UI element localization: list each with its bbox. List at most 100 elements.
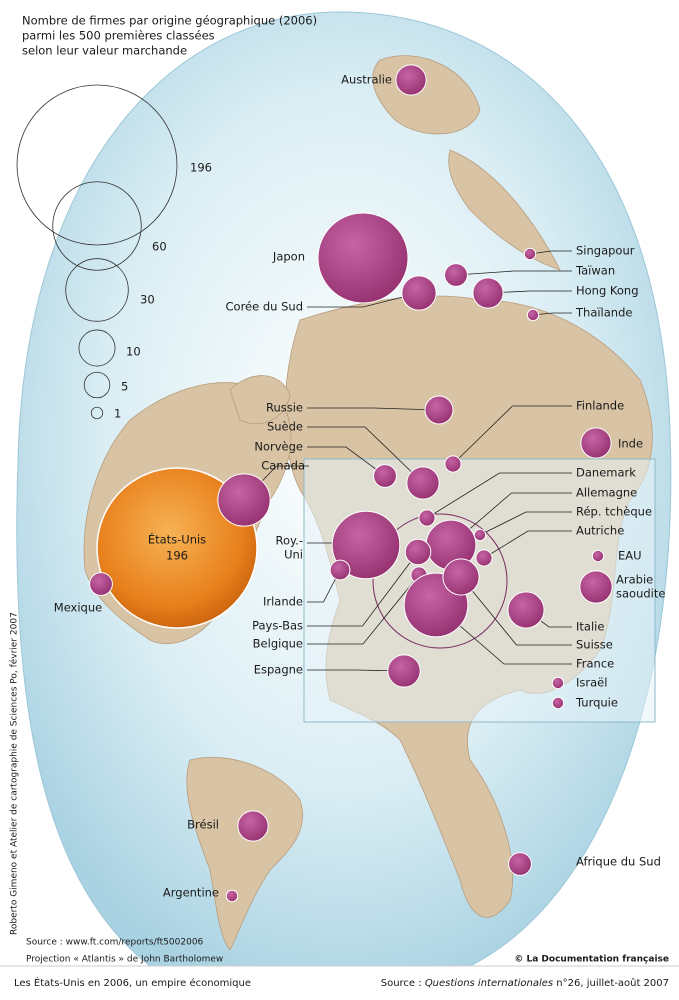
country-circle [217, 473, 271, 527]
country-value: 196 [166, 549, 188, 563]
country-label: Singapour [576, 244, 635, 258]
leader-line [307, 446, 386, 477]
country-circle [96, 467, 258, 629]
country-label: Turquie [575, 696, 618, 710]
source-suffix: n°26, juillet-août 2007 [553, 977, 669, 989]
country-circle [551, 676, 565, 690]
country-label: Irlande [263, 595, 303, 609]
title-line: Nombre de firmes par origine géographiqu… [22, 14, 317, 28]
legend-label: 196 [190, 161, 212, 175]
country-circle [401, 275, 437, 311]
country-label: Finlande [576, 399, 624, 413]
country-label: Argentine [163, 886, 219, 900]
country-circle [406, 466, 440, 500]
data-source: Source : www.ft.com/reports/ft5002006 [26, 938, 204, 948]
legend-circle [90, 406, 104, 420]
leader-line [532, 312, 572, 316]
legend-circle [16, 84, 178, 246]
country-label: Pays-Bas [252, 619, 303, 633]
country-label: Rép. tchèque [576, 505, 652, 519]
country-label: Canada [261, 459, 305, 473]
footer-caption: Les États-Unis en 2006, un empire économ… [14, 976, 251, 989]
country-circle [329, 559, 351, 581]
country-circle [508, 852, 532, 876]
leader-line [479, 511, 572, 536]
legend-circle [78, 329, 116, 367]
country-circle [89, 572, 113, 596]
country-label: Norvège [254, 440, 303, 454]
country-circle [523, 247, 537, 261]
country-label: Roy.- [276, 534, 303, 548]
leader-line [307, 426, 424, 484]
country-circle [580, 427, 612, 459]
leader-line [450, 492, 572, 546]
projection: Projection « Atlantis » de John Bartholo… [26, 955, 223, 965]
leader-line [307, 551, 419, 627]
leader-line [483, 530, 572, 559]
country-circle [237, 810, 269, 842]
country-label: Suède [267, 420, 303, 434]
europe-inset [303, 458, 656, 723]
europe-zoom-ring [372, 513, 508, 649]
bubbles: États-Unis 196 Canada Mexique Japon Corée du … [54, 64, 665, 903]
country-circle [373, 464, 397, 488]
legend-circle [65, 258, 129, 322]
country-circle [387, 654, 421, 688]
country-label: EAU [618, 549, 642, 563]
country-label: Allemagne [576, 486, 637, 500]
country-label: Suisse [576, 638, 613, 652]
legend-label: 60 [152, 240, 167, 254]
country-label: Espagne [254, 663, 303, 677]
leader-line [307, 569, 341, 603]
legend-circle [83, 371, 111, 399]
country-label: Inde [618, 437, 643, 451]
country-circle [395, 64, 427, 96]
country-circle [317, 212, 409, 304]
country-label: États-Unis [148, 532, 206, 547]
country-label: Thaïlande [575, 306, 632, 320]
legend-label: 30 [140, 293, 155, 307]
legend-label: 5 [121, 380, 128, 394]
country-label: Japon [272, 250, 305, 264]
country-circle [424, 395, 454, 425]
country-circle [551, 696, 565, 710]
leader-line [452, 405, 572, 465]
legend-label: 1 [114, 407, 121, 421]
leader-line [307, 407, 440, 411]
copyright: © La Documentation française [514, 955, 669, 965]
source-prefix: Source : [381, 978, 425, 989]
country-label: Brésil [187, 818, 219, 832]
country-label: Italie [576, 620, 604, 634]
credit-vertical: Roberto Gimeno et Atelier de cartographi… [9, 612, 20, 935]
country-label: Australie [341, 73, 392, 87]
legend-label: 10 [126, 345, 141, 359]
country-label: Taïwan [575, 264, 615, 278]
title-line: selon leur valeur marchande [22, 44, 187, 58]
country-label: Hong Kong [576, 284, 639, 298]
country-label: France [576, 657, 614, 671]
country-circle [473, 528, 487, 542]
leader-line [426, 472, 572, 519]
leader-line [307, 574, 420, 645]
country-label: Belgique [253, 637, 303, 651]
country-circle [404, 538, 432, 566]
leader-line [307, 292, 420, 308]
country-label: Danemark [576, 466, 636, 480]
legend: 196 60 30 10 51 [16, 84, 212, 421]
source-title: Questions internationales [425, 978, 553, 989]
country-label: Uni [284, 548, 303, 562]
country-circle [591, 549, 605, 563]
country-circle [442, 558, 480, 596]
country-label: Autriche [576, 524, 624, 538]
country-circle [444, 263, 468, 287]
country-circle [475, 549, 493, 567]
country-label: Arabie [616, 573, 653, 587]
country-label: Corée du Sud [226, 300, 303, 314]
footer-source: Source : Questions internationales n°26,… [381, 977, 669, 989]
country-label: saoudite [616, 587, 665, 601]
country-circle [331, 510, 401, 580]
country-circle [579, 570, 613, 604]
country-label: Afrique du Sud [576, 855, 661, 869]
country-circle [507, 591, 545, 629]
